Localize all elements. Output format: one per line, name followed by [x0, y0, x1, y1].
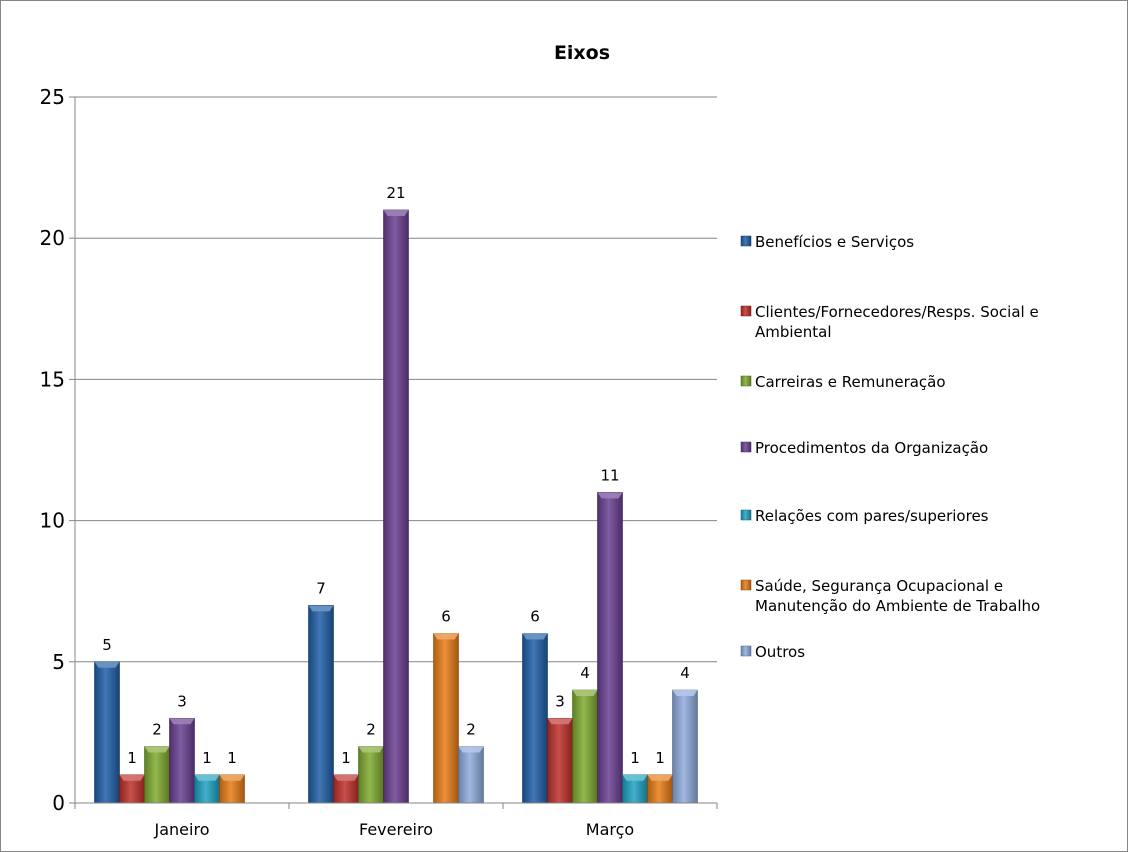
bar-marco-clientes-fornecedores-resps-social-e-ambiental	[547, 717, 573, 804]
chart-title: Eixos	[554, 42, 610, 64]
data-label: 1	[227, 749, 237, 767]
x-tick-label: Março	[586, 820, 634, 839]
bar-cap	[119, 774, 145, 781]
bar-cap	[358, 746, 384, 753]
y-tick-label: 25	[40, 85, 65, 109]
x-tick-label: Fevereiro	[359, 820, 433, 839]
y-tick-label: 20	[40, 226, 65, 250]
data-label: 6	[441, 608, 451, 626]
legend-label-beneficios-e-servicos: Benefícios e Serviços	[755, 233, 914, 251]
legend-label-clientes-fornecedores-resps-social-e-ambiental: Clientes/Fornecedores/Resps. Social e Amb…	[755, 303, 1039, 341]
data-label: 2	[152, 721, 162, 739]
data-label: 3	[177, 692, 187, 710]
data-label: 5	[102, 636, 112, 654]
bar-marco-outros	[672, 689, 698, 804]
legend-label-saude-seguranca-ocupacional-e-manutencao-do-ambiente-de-trabalho: Saúde, Segurança Ocupacional e Manutenção…	[755, 577, 1040, 615]
data-label: 1	[630, 749, 640, 767]
data-label: 1	[341, 749, 351, 767]
bar-cap	[194, 774, 220, 781]
data-label: 11	[600, 466, 619, 484]
legend-label-relacoes-com-pares-superiores: Relações com pares/superiores	[755, 507, 989, 525]
bar-fevereiro-procedimentos-da-organizacao	[383, 209, 409, 804]
legend-swatch	[740, 579, 752, 591]
bar-cap	[622, 774, 648, 781]
legend-swatch	[740, 441, 752, 453]
bar-cap	[144, 746, 170, 753]
bar-cap	[672, 690, 698, 697]
bar-cap	[308, 605, 334, 612]
bar-marco-beneficios-e-servicos	[522, 633, 548, 804]
y-tick-label: 15	[40, 367, 65, 391]
data-label: 3	[555, 692, 565, 710]
legend-label-procedimentos-da-organizacao: Procedimentos da Organização	[755, 439, 988, 457]
legend-swatch	[740, 305, 752, 317]
bar-cap	[383, 209, 409, 216]
legend-label-outros: Outros	[755, 643, 805, 661]
bar-fevereiro-carreiras-e-remuneracao	[358, 746, 384, 804]
bar-cap	[572, 690, 598, 697]
bar-janeiro-procedimentos-da-organizacao	[169, 717, 195, 804]
data-label: 2	[466, 721, 476, 739]
legend-swatch	[740, 235, 752, 247]
data-label: 4	[580, 664, 590, 682]
x-axis: Janeiro Fevereiro Março	[74, 802, 718, 839]
bar-janeiro-beneficios-e-servicos	[94, 661, 120, 804]
bar-cap	[219, 774, 245, 781]
data-label: 6	[530, 608, 540, 626]
bar-janeiro-carreiras-e-remuneracao	[144, 746, 170, 804]
bar-fevereiro-beneficios-e-servicos	[308, 605, 334, 804]
y-tick-label: 5	[52, 650, 65, 674]
legend-label-carreiras-e-remuneracao: Carreiras e Remuneração	[755, 373, 946, 391]
bar-cap	[547, 718, 573, 725]
data-label: 1	[655, 749, 665, 767]
data-label: 21	[386, 184, 405, 202]
bar-cap	[597, 492, 623, 499]
data-label: 2	[366, 721, 376, 739]
bar-marco-procedimentos-da-organizacao	[597, 492, 623, 804]
bar-cap	[169, 718, 195, 725]
bar-fevereiro-saude-seguranca-ocupacional-e-manutencao-do-ambiente-de-trabalho	[433, 633, 459, 804]
bar-cap	[333, 774, 359, 781]
y-axis: 0 5 10 15 20 25	[40, 85, 76, 815]
legend: Benefícios e Serviços Clientes/Fornecedor…	[740, 233, 1040, 661]
legend-swatch	[740, 645, 752, 657]
bar-cap	[522, 633, 548, 640]
bar-cap	[458, 746, 484, 753]
bar-cap	[647, 774, 673, 781]
data-label: 1	[127, 749, 137, 767]
data-label: 1	[202, 749, 212, 767]
bar-marco-carreiras-e-remuneracao	[572, 689, 598, 804]
y-tick-label: 0	[52, 791, 65, 815]
x-tick-label: Janeiro	[154, 820, 210, 839]
data-label: 7	[316, 579, 326, 597]
legend-swatch	[740, 375, 752, 387]
y-tick-label: 10	[40, 509, 65, 533]
bar-fevereiro-outros	[458, 746, 484, 804]
legend-swatch	[740, 509, 752, 521]
bar-cap	[433, 633, 459, 640]
data-label: 4	[680, 664, 690, 682]
bar-cap	[94, 661, 120, 668]
